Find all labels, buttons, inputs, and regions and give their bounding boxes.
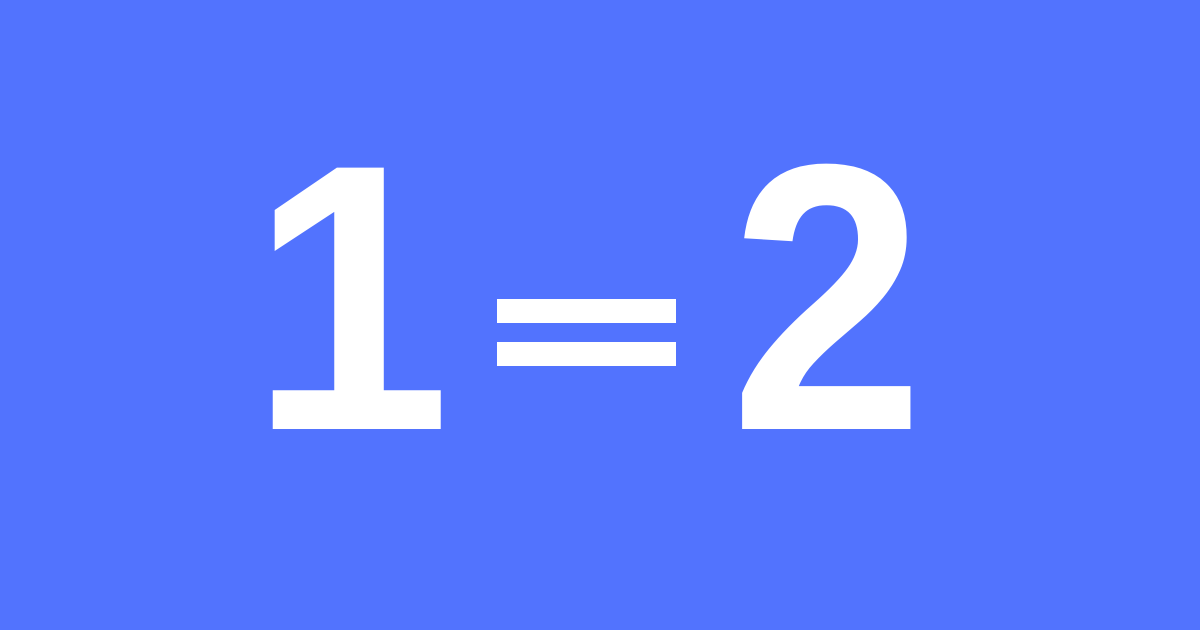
equals-bar-bottom bbox=[497, 342, 676, 366]
right-operand: 2 bbox=[730, 85, 925, 510]
left-operand: 1 bbox=[250, 85, 451, 510]
equals-sign: = bbox=[497, 299, 676, 366]
equals-bar-top bbox=[497, 299, 676, 323]
